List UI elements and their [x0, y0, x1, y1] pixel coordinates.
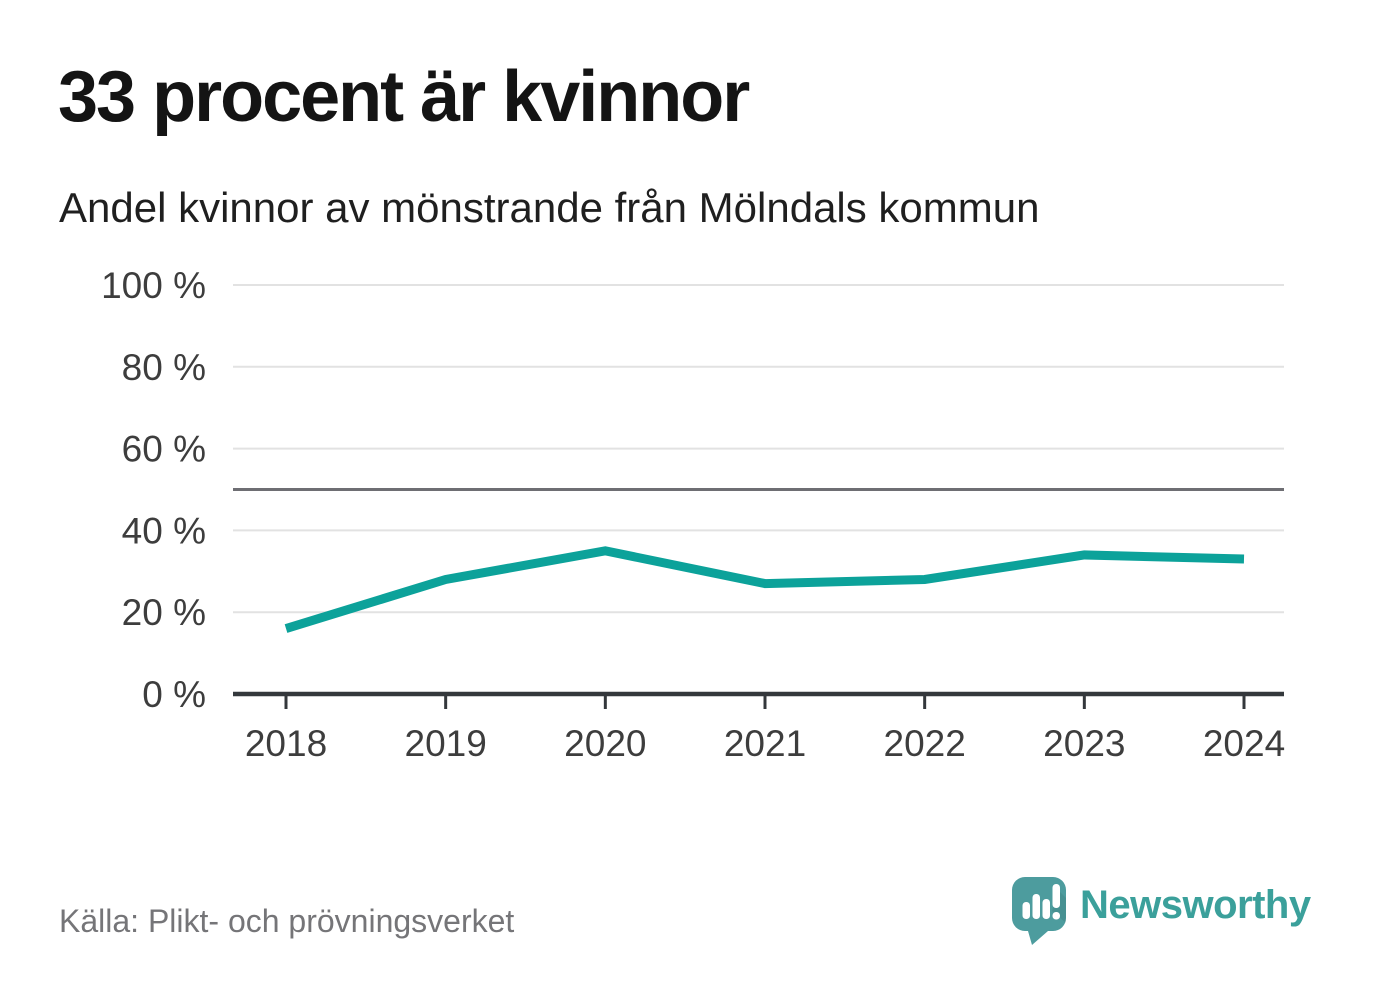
- logo-exclamation-bar: [1052, 884, 1060, 908]
- newsworthy-logo: Newsworthy: [1012, 877, 1311, 945]
- x-tick-label: 2024: [1203, 723, 1285, 764]
- x-tick-label: 2022: [884, 723, 966, 764]
- y-tick-label: 0 %: [142, 674, 206, 715]
- chart-title: 33 procent är kvinnor: [58, 57, 750, 137]
- x-tick-label: 2021: [724, 723, 806, 764]
- logo-exclamation-dot: [1052, 912, 1060, 920]
- chart-subtitle: Andel kvinnor av mönstrande från Mölndal…: [59, 184, 1040, 231]
- x-tick-label: 2018: [245, 723, 327, 764]
- newsworthy-speech-bubble-barchart-icon: [1012, 877, 1066, 945]
- source-note: Källa: Plikt- och prövningsverket: [59, 903, 515, 939]
- brand-name: Newsworthy: [1080, 883, 1311, 927]
- data-line-andel-kvinnor: [284, 546, 1245, 633]
- y-tick-label: 60 %: [122, 429, 206, 470]
- y-tick-label: 80 %: [122, 347, 206, 388]
- logo-bar-3: [1042, 899, 1050, 919]
- x-tick-label: 2019: [405, 723, 487, 764]
- logo-bar-1: [1022, 902, 1030, 919]
- logo-bar-2: [1032, 894, 1040, 919]
- x-tick-label: 2020: [564, 723, 646, 764]
- y-tick-label: 100 %: [101, 265, 206, 306]
- x-tick-label: 2023: [1043, 723, 1125, 764]
- y-tick-label: 40 %: [122, 510, 206, 551]
- y-tick-label: 20 %: [122, 592, 206, 633]
